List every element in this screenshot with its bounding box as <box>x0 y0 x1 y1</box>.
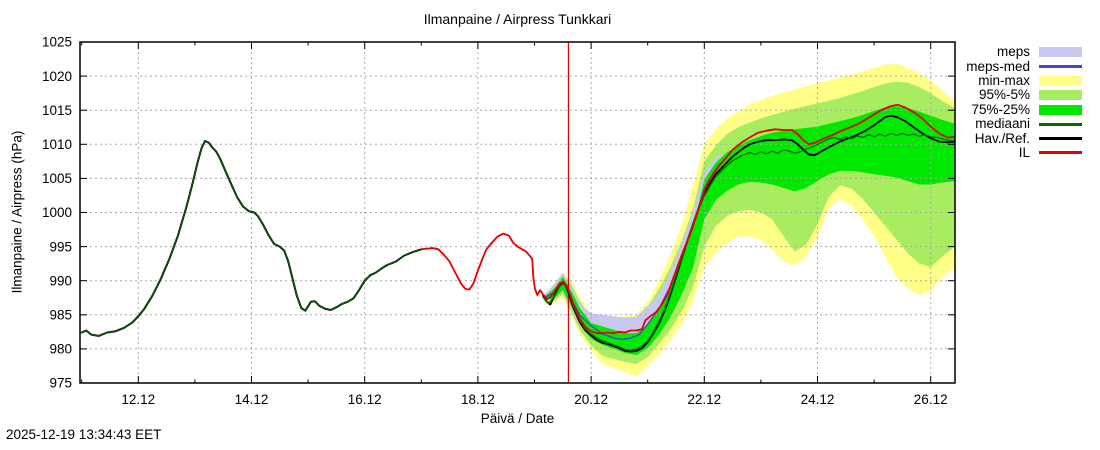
timestamp-label: 2025-12-19 13:34:43 EET <box>6 427 162 442</box>
legend-label: 95%-5% <box>978 87 1030 103</box>
y-tick-label: 975 <box>49 376 72 391</box>
legend-row: Hav./Ref. <box>936 131 1096 145</box>
legend-row: min-max <box>936 72 1096 88</box>
x-tick-label: 24.12 <box>801 392 835 407</box>
y-tick-label: 1010 <box>42 137 72 152</box>
y-tick-label: 985 <box>49 308 72 323</box>
legend-label: min-max <box>978 72 1030 88</box>
legend-swatch-75%-25% <box>1039 104 1082 115</box>
y-tick-label: 990 <box>49 273 72 288</box>
x-tick-label: 16.12 <box>348 392 382 407</box>
legend-row: meps-med <box>936 59 1096 73</box>
legend-row: 95%-5% <box>936 88 1096 102</box>
legend-row: mediaani <box>936 117 1096 131</box>
y-tick-label: 1025 <box>42 35 72 50</box>
y-tick-label: 980 <box>49 342 72 357</box>
line-obs-median-overlay <box>81 140 422 337</box>
plot-area <box>80 42 955 383</box>
y-axis-label: Ilmanpaine / Airpress (hPa) <box>9 130 25 294</box>
x-tick-label: 22.12 <box>687 392 721 407</box>
y-tick-label: 1020 <box>42 69 72 84</box>
x-tick-label: 20.12 <box>574 392 608 407</box>
legend-label: Hav./Ref. <box>974 130 1030 146</box>
legend-swatch-min-max <box>1039 75 1082 86</box>
band-75-25 <box>544 106 955 355</box>
x-tick-label: 12.12 <box>121 392 155 407</box>
legend-swatch-meps <box>1039 47 1082 58</box>
x-tick-label: 14.12 <box>235 392 269 407</box>
legend-label: mediaani <box>975 116 1030 132</box>
x-tick-label: 18.12 <box>461 392 495 407</box>
line-il <box>420 103 955 335</box>
legend-swatch-Hav./Ref. <box>1039 137 1082 141</box>
line-hav-ref <box>542 114 955 353</box>
legend-swatch-IL <box>1039 151 1082 155</box>
y-tick-label: 1015 <box>42 103 72 118</box>
legend: meps meps-med min-max 95%-5% 75%-25% mediaani… <box>936 45 1096 160</box>
y-tick-label: 995 <box>49 239 72 254</box>
legend-label: meps <box>996 44 1030 60</box>
x-axis-label: Päivä / Date <box>480 411 555 426</box>
legend-label: IL <box>1018 144 1030 160</box>
x-tick-label: 26.12 <box>914 392 948 407</box>
legend-swatch-95%-5% <box>1039 90 1082 101</box>
line-mediaani <box>542 132 955 351</box>
legend-row: 75%-25% <box>936 101 1096 117</box>
y-tick-label: 1005 <box>42 171 72 186</box>
legend-label: meps-med <box>966 58 1030 74</box>
legend-label: 75%-25% <box>971 101 1030 117</box>
legend-row: IL <box>936 144 1096 160</box>
legend-swatch-mediaani <box>1039 122 1082 126</box>
y-tick-label: 1000 <box>42 205 72 220</box>
legend-row: meps <box>936 45 1096 59</box>
chart-title: Ilmanpaine / Airpress Tunkkari <box>423 11 612 27</box>
legend-swatch-meps-med <box>1039 65 1082 69</box>
